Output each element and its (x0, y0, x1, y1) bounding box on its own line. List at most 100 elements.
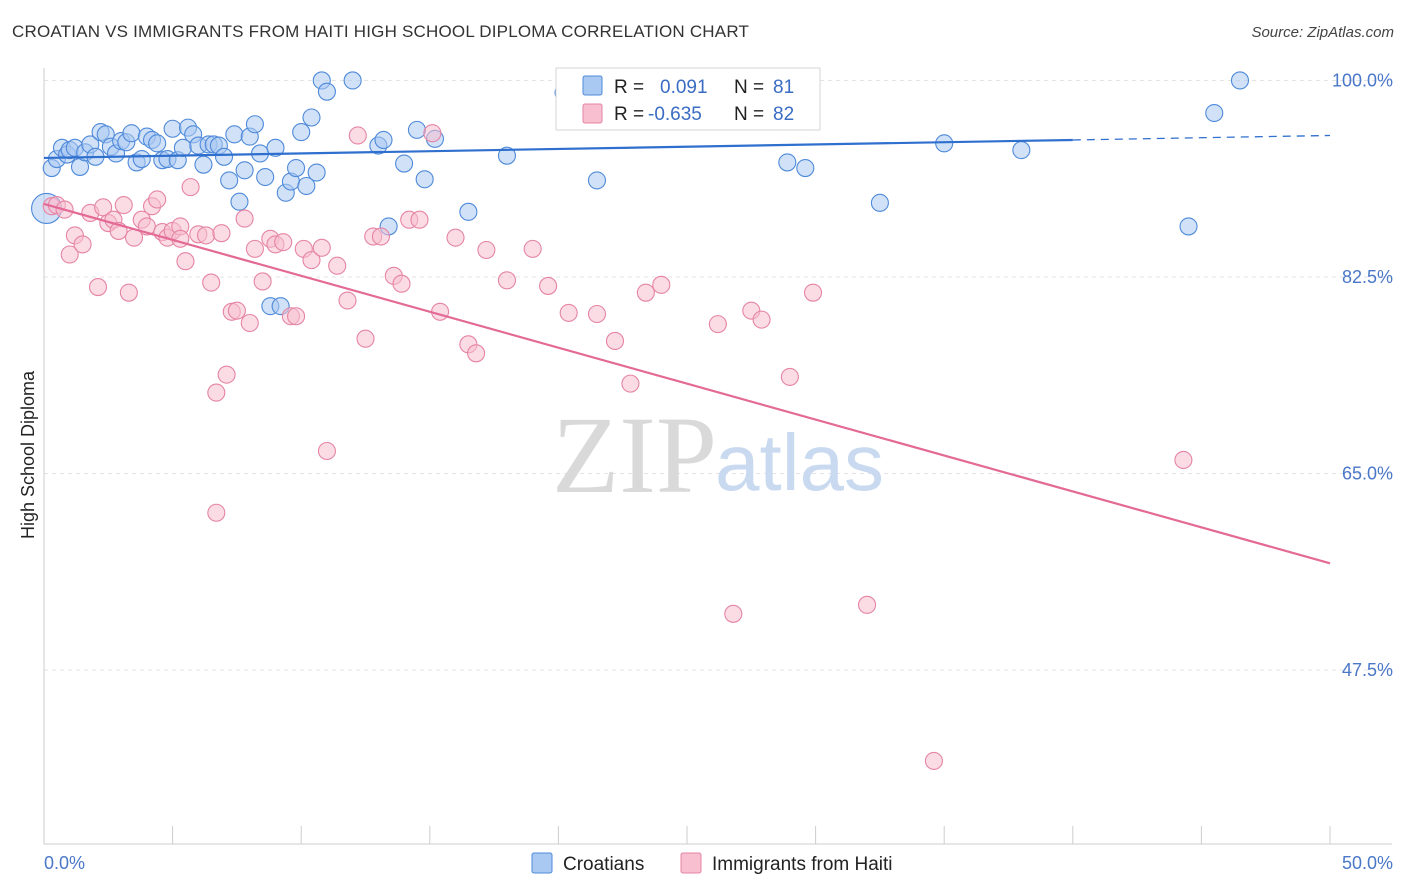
haiti-point (245, 239, 264, 258)
haiti-point (312, 238, 331, 257)
haiti-point (559, 303, 578, 322)
data-points (31, 71, 1250, 770)
y-tick-label: 100.0% (1332, 70, 1393, 90)
croatians-point (302, 108, 321, 127)
croatians-point (1205, 103, 1224, 123)
haiti-point (780, 367, 799, 386)
haiti-point (148, 190, 167, 209)
haiti-point (227, 301, 246, 320)
haiti-point (202, 273, 221, 292)
haiti-point (287, 307, 306, 326)
haiti-point (212, 224, 231, 243)
croatians-point (497, 146, 517, 165)
haiti-point (708, 315, 727, 334)
watermark-atlas: atlas (715, 418, 884, 507)
haiti-point (587, 304, 607, 324)
y-tick-label: 82.5% (1342, 267, 1393, 287)
haiti-point (302, 251, 321, 270)
haiti-point (752, 310, 771, 329)
croatians-point (407, 120, 426, 139)
haiti-point (523, 239, 542, 258)
haiti-point (857, 595, 877, 614)
croatians-point (163, 119, 182, 138)
croatians-point (796, 158, 815, 178)
legend-r-label: R = (614, 77, 644, 98)
y-tick-labels: 100.0% 82.5% 65.0% 47.5% (1332, 70, 1393, 680)
haiti-point (410, 210, 429, 229)
haiti-point (467, 344, 486, 363)
haiti-point (1174, 450, 1193, 470)
croatians-point (1230, 71, 1250, 90)
legend: R = 0.091 N = 81 R = -0.635 N = 82 (555, 67, 821, 131)
legend-n-value: 82 (773, 104, 794, 125)
bottom-legend-swatch-croatians (531, 852, 553, 874)
croatians-point (1179, 217, 1198, 236)
source-label: Source: ZipAtlas.com (1251, 24, 1394, 41)
haiti-point (636, 283, 655, 302)
haiti-point (328, 256, 347, 275)
legend-r-value: 0.091 (660, 77, 708, 98)
croatians-point (122, 124, 141, 143)
haiti-point (176, 252, 195, 271)
chart-title: CROATIAN VS IMMIGRANTS FROM HAITI HIGH S… (12, 22, 750, 41)
haiti-point (235, 209, 254, 228)
haiti-point (253, 272, 272, 291)
haiti-trend-line (43, 202, 1331, 565)
bottom-legend-swatch-haiti (680, 852, 702, 874)
haiti-point (73, 235, 92, 254)
croatians-point (415, 170, 434, 189)
legend-n-label: N = (734, 104, 764, 125)
haiti-point (605, 331, 625, 351)
haiti-point (423, 124, 442, 143)
croatians-point (245, 115, 264, 134)
croatians-point (587, 171, 607, 190)
haiti-point (114, 196, 133, 215)
croatians-point (287, 158, 306, 178)
haiti-point (119, 283, 138, 302)
trend-lines (43, 134, 1331, 565)
bottom-legend: Croatians Immigrants from Haiti (531, 852, 893, 875)
croatians-point (235, 161, 254, 180)
y-tick-label: 65.0% (1342, 463, 1393, 483)
haiti-point (392, 274, 411, 293)
haiti-point (317, 441, 336, 461)
croatians-point (317, 82, 336, 101)
haiti-point (338, 291, 357, 310)
croatians-point (220, 171, 239, 190)
watermark-zip: ZIP (552, 394, 717, 516)
croatians-point (395, 154, 414, 173)
haiti-point (652, 275, 671, 294)
croatians-point (459, 202, 478, 221)
croatians-point (256, 167, 275, 187)
x-tick-label: 50.0% (1342, 853, 1393, 873)
legend-r-label: R = (614, 104, 644, 125)
croatians-trend-line (43, 138, 1073, 160)
haiti-point (356, 329, 375, 348)
haiti-point (371, 227, 390, 246)
watermark: ZIP atlas (552, 394, 884, 516)
haiti-point (348, 126, 367, 145)
haiti-point (497, 271, 517, 290)
croatians-point (778, 153, 797, 172)
croatians-point (132, 150, 151, 169)
croatians-point (374, 130, 393, 150)
legend-swatch-haiti (582, 103, 603, 124)
croatians-point (194, 155, 213, 174)
croatians-point (297, 176, 316, 196)
croatians-point (148, 134, 167, 153)
haiti-point (539, 276, 558, 295)
haiti-point (88, 278, 108, 297)
y-axis-label: High School Diploma (18, 370, 38, 539)
legend-swatch-croatians (582, 75, 603, 96)
croatians-point (230, 192, 249, 211)
haiti-point (207, 503, 226, 522)
croatians-point (225, 125, 244, 144)
haiti-point (60, 245, 79, 264)
bottom-legend-croatians: Croatians (563, 854, 644, 875)
haiti-point (196, 226, 216, 245)
bottom-legend-haiti: Immigrants from Haiti (712, 854, 893, 875)
croatians-point (266, 138, 285, 157)
haiti-point (446, 228, 465, 247)
legend-n-label: N = (734, 77, 764, 98)
